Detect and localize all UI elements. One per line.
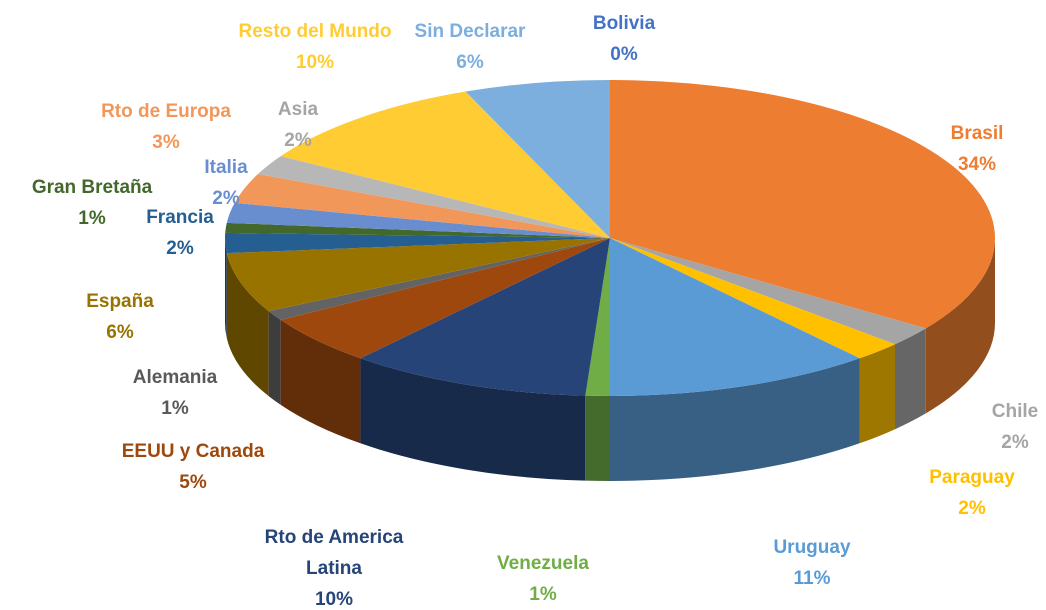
slice	[610, 238, 896, 359]
slice	[225, 222, 610, 238]
category-label: Francia	[146, 207, 214, 228]
category-label: Brasil	[950, 123, 1004, 144]
slice	[610, 238, 860, 396]
data-label: Bolivia 0%	[593, 8, 655, 70]
value-label: 5%	[179, 472, 207, 493]
category-label: EEUU y Canada	[121, 441, 265, 462]
slice	[280, 238, 610, 359]
value-label: 2%	[212, 188, 240, 209]
data-label: Sin Declarar 6%	[415, 16, 526, 78]
category-label: Italia	[204, 157, 248, 178]
category-label: Chile	[991, 401, 1039, 422]
value-label: 1%	[78, 208, 106, 229]
data-label: EEUU y Canada 5%	[122, 436, 265, 498]
data-label: Resto del Mundo 10%	[238, 16, 391, 78]
value-label: 11%	[793, 568, 831, 589]
data-label: Venezuela 1%	[497, 548, 589, 610]
slice	[226, 238, 610, 312]
slice-side	[280, 319, 361, 444]
data-label: Chile 2%	[992, 396, 1038, 458]
value-label: 2%	[958, 498, 986, 519]
value-label: 2%	[1001, 432, 1029, 453]
data-label: Rto de Europa 3%	[101, 96, 231, 158]
category-label: Rto de Europa	[101, 101, 231, 122]
value-label: 1%	[161, 398, 189, 419]
category-label: Paraguay	[929, 467, 1015, 488]
value-label: 10%	[314, 589, 354, 610]
slice-side	[895, 328, 926, 430]
value-label: 2%	[166, 238, 194, 259]
slice	[465, 80, 610, 238]
category-label: España	[86, 291, 154, 312]
data-label: Alemania 1%	[133, 362, 217, 424]
category-label: Alemania	[132, 367, 218, 388]
value-label: 6%	[106, 322, 134, 343]
slice	[610, 238, 926, 345]
value-label: 1%	[529, 584, 557, 605]
value-label: 6%	[456, 52, 484, 73]
data-label: Asia 2%	[278, 94, 318, 156]
category-label: Bolivia	[592, 13, 656, 34]
value-label: 10%	[295, 52, 335, 73]
data-label: Brasil 34%	[951, 118, 1004, 180]
category-label: Rto de America Latina	[264, 527, 404, 579]
slice-side	[268, 311, 281, 405]
category-label: Resto del Mundo	[238, 21, 392, 42]
slice-side	[925, 238, 995, 414]
slice-side	[226, 253, 269, 397]
data-label: Francia 2%	[146, 202, 214, 264]
slice	[226, 202, 610, 238]
value-label: 2%	[284, 130, 312, 151]
data-label: Italia 2%	[204, 152, 247, 214]
data-label: Paraguay 2%	[929, 462, 1015, 524]
slice-side	[360, 358, 586, 481]
value-label: 0%	[610, 44, 638, 65]
category-label: Uruguay	[773, 537, 851, 558]
data-label: España 6%	[86, 286, 154, 348]
category-label: Sin Declarar	[414, 21, 526, 42]
slice	[225, 232, 611, 254]
slice	[280, 91, 610, 238]
data-label: Uruguay 11%	[773, 532, 850, 594]
slice	[585, 238, 610, 397]
category-label: Venezuela	[497, 553, 589, 574]
slice	[268, 238, 610, 320]
data-label: Rto de America Latina 10%	[247, 522, 422, 610]
slice-side	[585, 395, 610, 481]
value-label: 3%	[152, 132, 180, 153]
slice	[257, 156, 610, 238]
value-label: 34%	[957, 154, 997, 175]
slice-side	[859, 344, 896, 444]
category-label: Gran Bretaña	[31, 177, 153, 198]
slice	[234, 174, 610, 238]
slice-side	[610, 358, 860, 481]
slice	[360, 238, 610, 396]
slice	[610, 80, 995, 329]
data-label: Gran Bretaña 1%	[32, 172, 152, 234]
category-label: Asia	[277, 99, 319, 120]
slice-side	[225, 238, 227, 339]
